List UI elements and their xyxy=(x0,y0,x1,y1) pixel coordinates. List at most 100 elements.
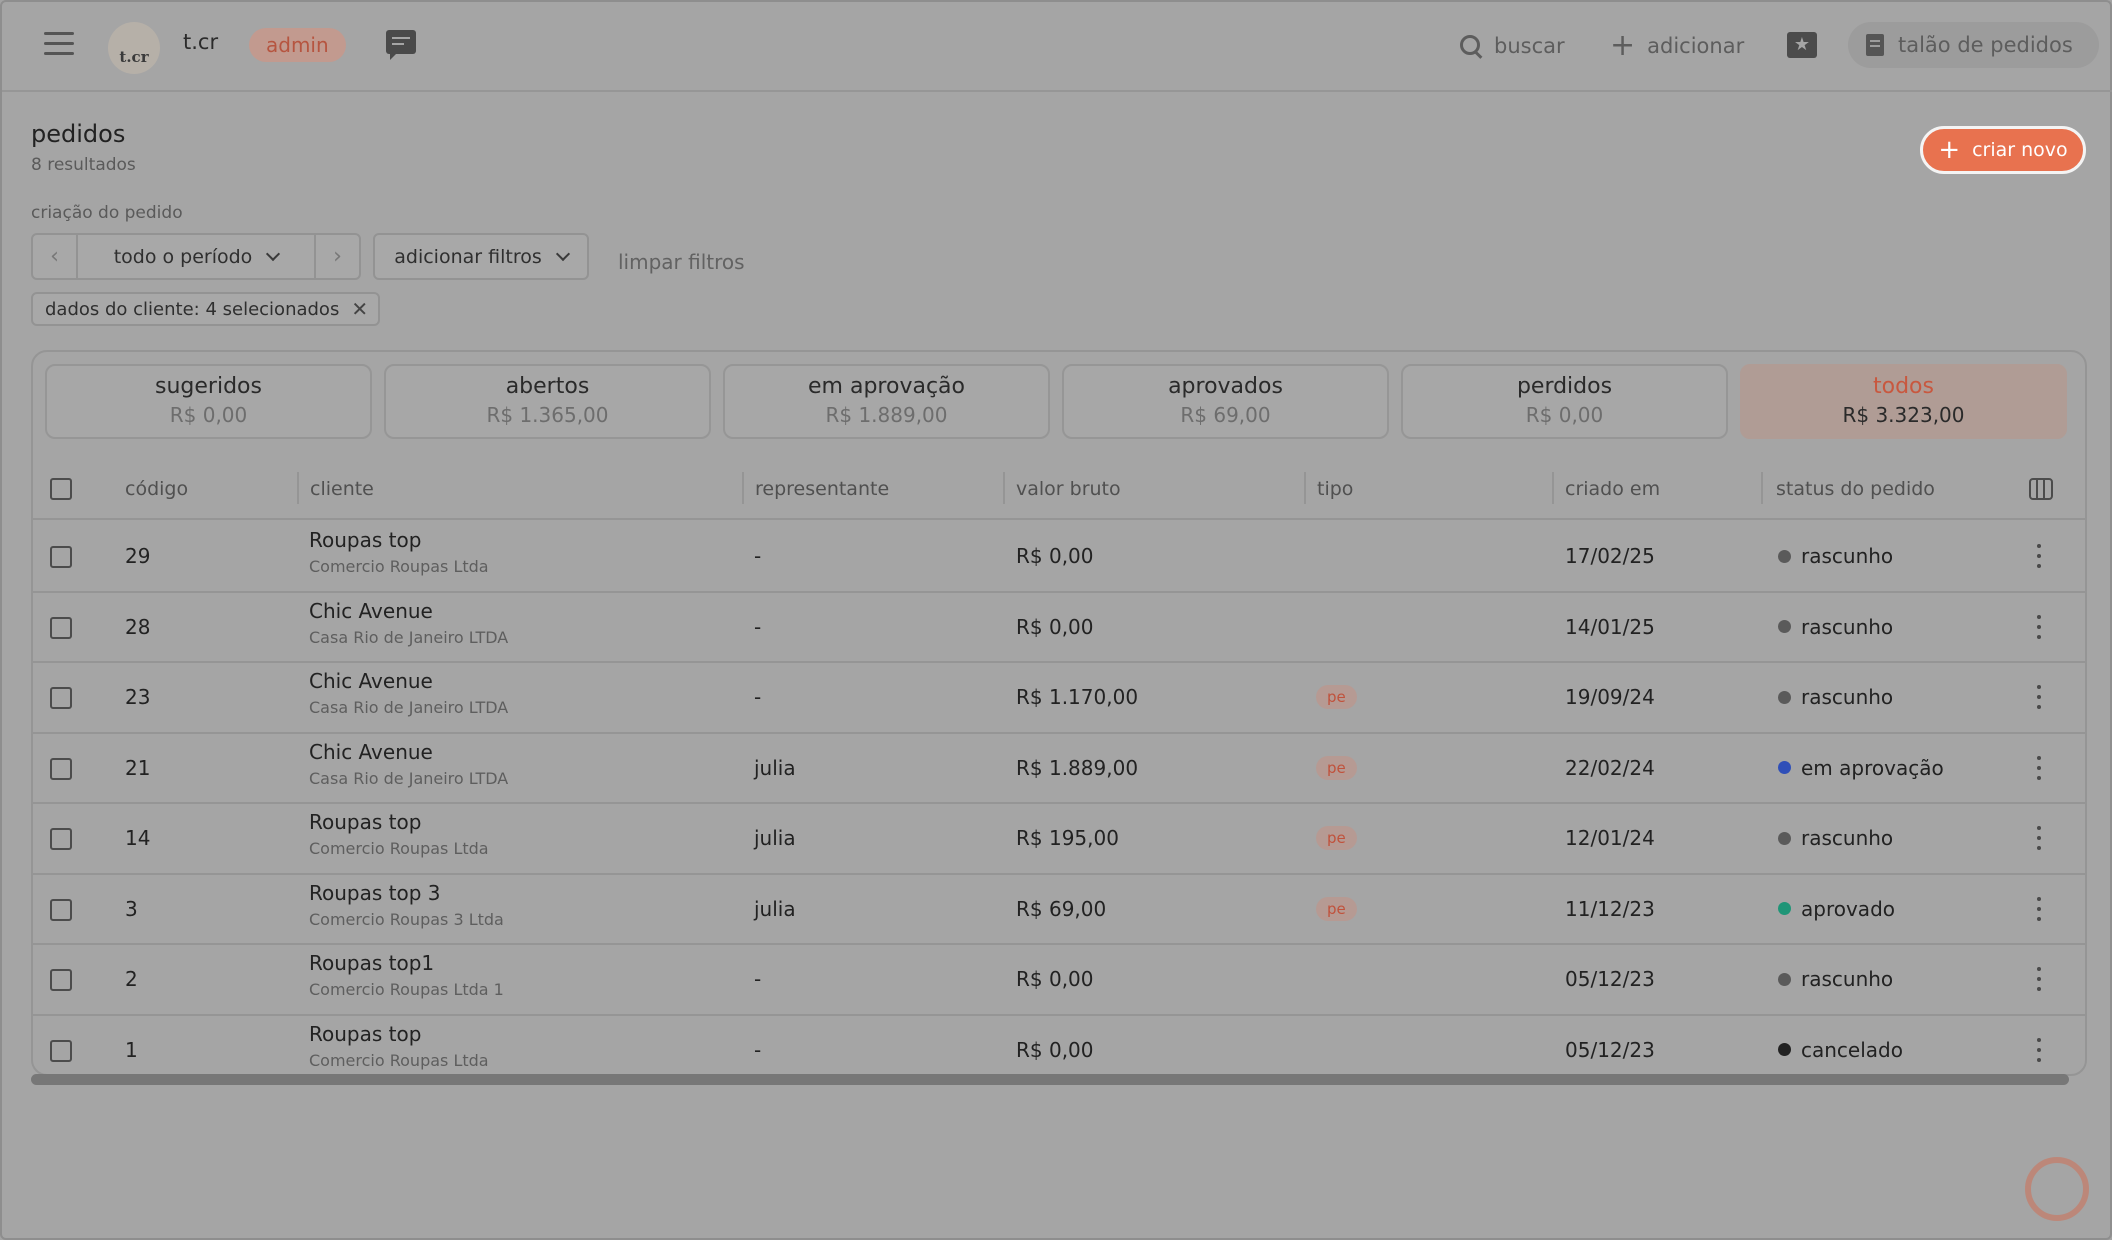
clear-filters-link[interactable]: limpar filtros xyxy=(618,250,745,274)
column-header-type[interactable]: tipo xyxy=(1317,478,1354,500)
status-dot xyxy=(1778,972,1791,986)
more-options-icon[interactable] xyxy=(2037,614,2041,639)
column-header-representative[interactable]: representante xyxy=(755,478,890,500)
horizontal-scrollbar[interactable] xyxy=(31,1074,2069,1085)
table-row[interactable]: 29 Roupas top Comercio Roupas Ltda - R$ 0,00… xyxy=(33,522,2085,593)
row-checkbox[interactable] xyxy=(50,1039,72,1062)
order-code[interactable]: 14 xyxy=(125,826,151,850)
column-header-code[interactable]: código xyxy=(125,478,189,500)
client-company: Comercio Roupas Ltda xyxy=(309,557,489,576)
column-divider[interactable] xyxy=(1003,472,1005,504)
row-checkbox[interactable] xyxy=(50,898,72,921)
column-divider[interactable] xyxy=(297,472,299,504)
star-icon[interactable]: ★ xyxy=(1787,32,1817,58)
column-header-created[interactable]: criado em xyxy=(1565,478,1661,500)
created-date: 05/12/23 xyxy=(1565,1037,1655,1062)
role-badge: admin xyxy=(249,28,346,62)
client-company: Casa Rio de Janeiro LTDA xyxy=(309,768,509,788)
orders-table-card: sugeridos R$ 0,00 abertos R$ 1.365,00 em apr… xyxy=(31,350,2087,1076)
table-row[interactable]: 28 Chic Avenue Casa Rio de Janeiro LTDA - R$… xyxy=(33,593,2085,663)
tab-0[interactable]: sugeridos R$ 0,00 xyxy=(45,364,372,439)
client-company: Comercio Roupas 3 Ltda xyxy=(309,909,504,929)
period-select[interactable]: todo o período xyxy=(78,235,314,278)
client-name[interactable]: Chic Avenue xyxy=(309,669,433,693)
chevron-right-icon[interactable]: › xyxy=(314,235,359,278)
order-code[interactable]: 23 xyxy=(125,685,151,709)
order-book-button[interactable]: talão de pedidos xyxy=(1848,22,2099,68)
add-button[interactable]: + adicionar xyxy=(1610,28,1744,64)
chevron-left-icon[interactable]: ‹ xyxy=(33,235,78,278)
column-divider[interactable] xyxy=(1552,472,1554,504)
more-options-icon[interactable] xyxy=(2037,896,2041,921)
column-header-client[interactable]: cliente xyxy=(310,478,374,500)
chat-icon[interactable] xyxy=(386,30,416,60)
help-widget-icon[interactable] xyxy=(2025,1157,2089,1221)
tab-label: sugeridos xyxy=(155,374,262,399)
more-options-icon[interactable] xyxy=(2037,685,2041,709)
table-row[interactable]: 3 Roupas top 3 Comercio Roupas 3 Ltda julia… xyxy=(33,875,2085,945)
table-row[interactable]: 1 Roupas top Comercio Roupas Ltda - R$ 0,00 0… xyxy=(33,1016,2085,1075)
client-name[interactable]: Roupas top 3 xyxy=(309,880,441,905)
client-name[interactable]: Roupas top xyxy=(309,1021,422,1046)
order-status: em aprovação xyxy=(1778,756,1944,780)
client-name[interactable]: Roupas top1 xyxy=(309,951,435,975)
order-code[interactable]: 29 xyxy=(125,544,151,568)
more-options-icon[interactable] xyxy=(2037,755,2041,780)
create-new-button[interactable]: + criar novo xyxy=(1920,126,2086,174)
order-code[interactable]: 2 xyxy=(125,967,138,991)
more-options-icon[interactable] xyxy=(2037,1037,2041,1062)
table-row[interactable]: 14 Roupas top Comercio Roupas Ltda julia R$ … xyxy=(33,804,2085,875)
order-code[interactable]: 3 xyxy=(125,896,138,921)
row-checkbox[interactable] xyxy=(50,546,72,568)
gross-value: R$ 69,00 xyxy=(1016,896,1107,921)
client-name[interactable]: Roupas top xyxy=(309,528,422,552)
row-checkbox[interactable] xyxy=(50,687,72,709)
client-name[interactable]: Chic Avenue xyxy=(309,598,433,623)
table-row[interactable]: 23 Chic Avenue Casa Rio de Janeiro LTDA - R$… xyxy=(33,663,2085,734)
row-checkbox[interactable] xyxy=(50,969,72,991)
tab-1[interactable]: abertos R$ 1.365,00 xyxy=(384,364,711,439)
status-dot xyxy=(1778,1043,1791,1056)
close-icon[interactable]: ✕ xyxy=(351,297,369,321)
hamburger-menu-icon[interactable] xyxy=(44,32,74,58)
more-options-icon[interactable] xyxy=(2037,967,2041,991)
tab-4[interactable]: perdidos R$ 0,00 xyxy=(1401,364,1728,439)
client-name[interactable]: Roupas top xyxy=(309,810,422,834)
order-code[interactable]: 28 xyxy=(125,614,151,639)
representative: julia xyxy=(754,896,796,921)
status-label: rascunho xyxy=(1801,544,1894,568)
add-filters-button[interactable]: adicionar filtros xyxy=(373,233,589,280)
brand-avatar[interactable]: t.cr xyxy=(108,22,160,74)
more-options-icon[interactable] xyxy=(2037,544,2041,568)
client-name[interactable]: Chic Avenue xyxy=(309,739,433,764)
search-button[interactable]: buscar xyxy=(1460,28,1565,64)
representative: - xyxy=(754,1037,762,1062)
select-all-checkbox[interactable] xyxy=(50,478,72,500)
order-code[interactable]: 21 xyxy=(125,755,151,780)
client-company: Casa Rio de Janeiro LTDA xyxy=(309,627,509,647)
order-code[interactable]: 1 xyxy=(125,1037,138,1062)
tab-2[interactable]: em aprovação R$ 1.889,00 xyxy=(723,364,1050,439)
created-date: 22/02/24 xyxy=(1565,755,1655,780)
tab-5[interactable]: todos R$ 3.323,00 xyxy=(1740,364,2067,439)
table-row[interactable]: 2 Roupas top1 Comercio Roupas Ltda 1 - R$ 0,… xyxy=(33,945,2085,1016)
more-options-icon[interactable] xyxy=(2037,826,2041,850)
add-filters-label: adicionar filtros xyxy=(394,245,542,268)
columns-settings-icon[interactable] xyxy=(2029,478,2053,500)
column-divider[interactable] xyxy=(1304,472,1306,504)
row-checkbox[interactable] xyxy=(50,828,72,850)
tab-value: R$ 0,00 xyxy=(1525,403,1604,427)
column-header-gross-value[interactable]: valor bruto xyxy=(1016,478,1121,500)
column-divider[interactable] xyxy=(1761,472,1763,504)
status-label: em aprovação xyxy=(1801,755,1944,780)
column-header-status[interactable]: status do pedido xyxy=(1776,478,1935,500)
type-tag: pe xyxy=(1316,896,1357,921)
column-divider[interactable] xyxy=(742,472,744,504)
type-tag: pe xyxy=(1316,685,1357,709)
row-checkbox[interactable] xyxy=(50,616,72,639)
tab-3[interactable]: aprovados R$ 69,00 xyxy=(1062,364,1389,439)
period-filter: ‹ todo o período › xyxy=(31,233,361,280)
table-header: código cliente representante valor bruto… xyxy=(33,460,2085,520)
row-checkbox[interactable] xyxy=(50,757,72,780)
table-row[interactable]: 21 Chic Avenue Casa Rio de Janeiro LTDA jul… xyxy=(33,734,2085,804)
